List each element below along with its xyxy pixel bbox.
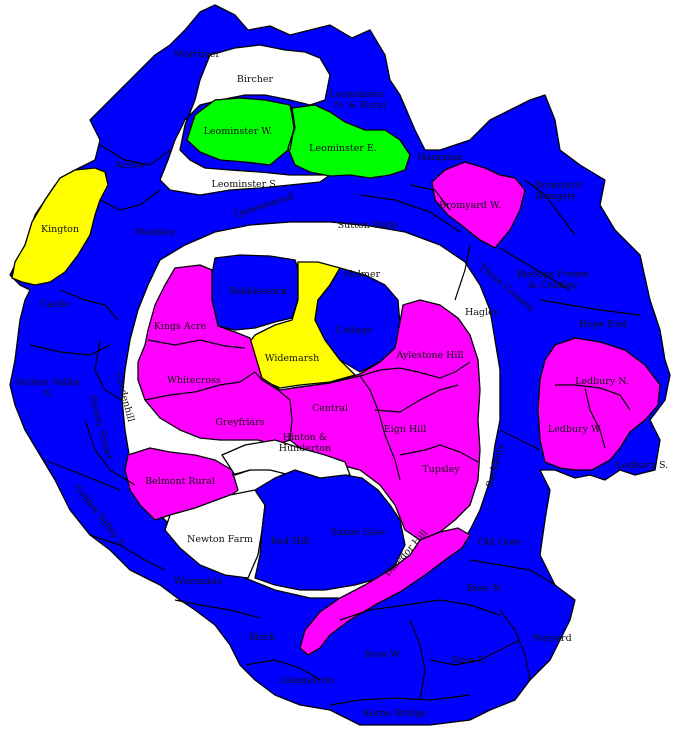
label-leominster-n-rural-1: Leominster bbox=[330, 89, 385, 100]
label-greyfriars: Greyfriars bbox=[215, 417, 264, 428]
label-kington: Kington bbox=[41, 224, 79, 235]
label-ledbury-n: Ledbury N. bbox=[575, 376, 629, 387]
label-golden-valley-n-1: Golden Valley bbox=[15, 377, 82, 388]
label-ross-w: Ross W. bbox=[365, 649, 402, 660]
label-leominster-w: Leominster W. bbox=[204, 126, 273, 137]
label-bishops-frome-1: Bishops Frome bbox=[517, 269, 590, 280]
label-red-hill: Red Hill bbox=[270, 536, 309, 547]
ward-college bbox=[314, 267, 401, 373]
label-bobblestock: Bobblestock bbox=[228, 286, 287, 297]
ward-boundaries bbox=[144, 103, 631, 481]
label-newton-farm: Newton Farm bbox=[187, 534, 253, 545]
ward-kington bbox=[11, 167, 109, 286]
label-bromyard-bringsty-2: Bringsty bbox=[536, 191, 577, 202]
label-holmer: Holmer bbox=[344, 269, 381, 280]
label-old-gore: Old Gore bbox=[478, 537, 522, 548]
label-leominster-s: Leominster S. bbox=[212, 179, 279, 190]
label-kings-acre: Kings Acre bbox=[154, 321, 207, 332]
label-penyard: Penyard bbox=[532, 633, 571, 644]
ward-newton-farm bbox=[164, 489, 266, 579]
label-widemarsh: Widemarsh bbox=[265, 353, 320, 364]
label-leominster-n-rural-2: N. & Rural bbox=[334, 100, 386, 111]
label-belmont-rural: Belmont Rural bbox=[145, 476, 215, 487]
label-llangarron: Llangarron bbox=[280, 675, 334, 686]
label-college: College bbox=[336, 325, 373, 336]
label-bromyard-w: Bromyard W. bbox=[439, 200, 501, 211]
label-ross-n: Ross N. bbox=[467, 583, 503, 594]
label-weobley: Weobley bbox=[135, 227, 176, 238]
ward-ledbury bbox=[537, 337, 661, 471]
label-mortimer: Mortimer bbox=[174, 49, 220, 60]
label-bishops-frome-2: & Cradley bbox=[528, 280, 578, 291]
rural-boundaries bbox=[29, 144, 641, 706]
label-leominster-e: Leominster E. bbox=[309, 143, 377, 154]
label-tupsley: Tupsley bbox=[422, 464, 460, 475]
label-castle: Castle bbox=[40, 299, 71, 310]
label-arrow: Arrow bbox=[114, 160, 145, 171]
label-hinton-2: Hunderton bbox=[279, 443, 331, 454]
label-hampton: Hampton bbox=[418, 152, 463, 163]
ward-leominster-w bbox=[186, 97, 296, 166]
label-ledbury-s: Ledbury S. bbox=[616, 460, 668, 471]
label-hagley: Hagley bbox=[465, 307, 500, 318]
label-bromyard-bringsty-1: Bromyard bbox=[534, 180, 582, 191]
ward-leominster-e bbox=[287, 104, 411, 179]
label-wormside: Wormside bbox=[174, 576, 222, 587]
ward-bromyard-w bbox=[431, 161, 526, 249]
label-ross-e: Ross E. bbox=[452, 655, 488, 666]
wards-hereford-magenta bbox=[137, 264, 481, 541]
label-central: Central bbox=[312, 403, 348, 414]
label-kerne-bridge: Kerne Bridge bbox=[363, 708, 427, 719]
ward-dinedor-hill bbox=[299, 527, 471, 656]
label-saxon-gate: Saxon Gate bbox=[330, 527, 385, 538]
label-hope-end: Hope End bbox=[579, 319, 627, 330]
label-golden-valley-n-2: N. bbox=[43, 388, 54, 399]
label-bircher: Bircher bbox=[237, 74, 274, 85]
label-hinton-1: Hinton & bbox=[283, 432, 328, 443]
label-whitecross: Whitecross bbox=[167, 375, 221, 386]
label-eign-hill: Eign Hill bbox=[384, 424, 427, 435]
label-sutton-walls: Sutton Walls bbox=[338, 220, 399, 231]
region-white-north bbox=[159, 44, 331, 196]
label-birch: Birch bbox=[249, 632, 275, 643]
label-ledbury-w: Ledbury W. bbox=[548, 424, 602, 435]
wards-red-hill-saxon-gate bbox=[254, 469, 406, 591]
label-aylestone-hill: Aylestone Hill bbox=[395, 350, 463, 361]
